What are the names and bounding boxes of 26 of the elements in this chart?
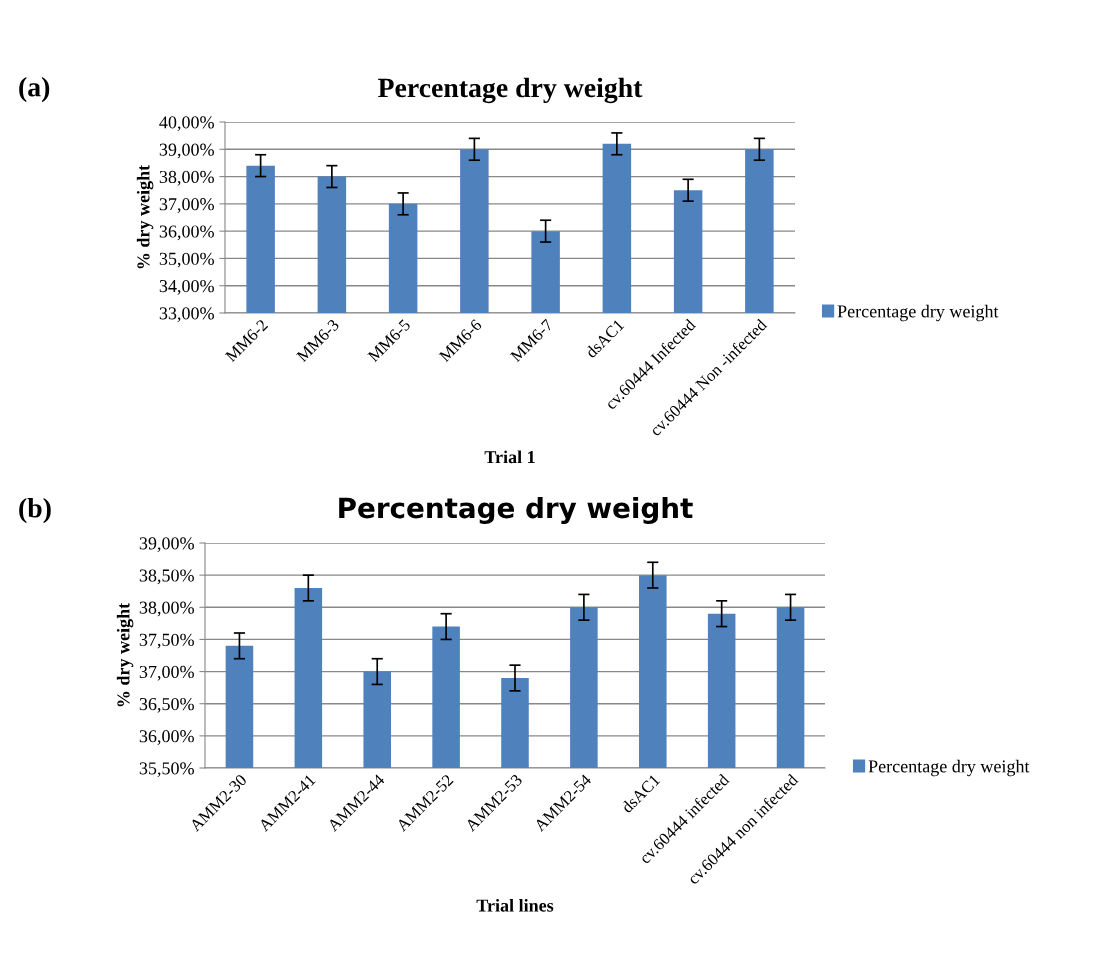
y-tick-label: 36,00% [139, 730, 194, 745]
y-tick-label: 37,00% [159, 198, 214, 213]
legend-label: Percentage dry weight [868, 759, 1030, 777]
y-tick-label: 40,00% [159, 116, 214, 132]
y-tick-label: 37,50% [139, 633, 194, 649]
y-tick-label: 37,00% [139, 665, 194, 681]
legend-label: Percentage dry weight [837, 304, 999, 322]
y-tick-label: 39,00% [159, 143, 214, 159]
y-tick-label: 34,00% [159, 279, 214, 295]
y-tick-label: 38,00% [139, 601, 194, 617]
y-axis-title: % dry weight [116, 602, 134, 707]
y-tick-label: 38,50% [139, 569, 194, 585]
chart-title: Percentage dry weight [339, 496, 693, 524]
text: (b) [19, 498, 51, 524]
y-tick-label: 39,00% [139, 537, 194, 553]
x-axis-title: Trial 1 [484, 450, 535, 464]
text: (a) [19, 77, 50, 103]
y-tick-label: 35,50% [139, 762, 194, 778]
y-tick-label: 35,00% [159, 252, 214, 268]
y-tick-label: 38,00% [159, 170, 214, 186]
y-tick-label: 36,00% [159, 225, 214, 241]
y-tick-label: 36,50% [139, 697, 194, 713]
chart-title: Percentage dry weight [378, 77, 643, 104]
y-axis-title: % dry weight [136, 164, 154, 269]
y-tick-label: 33,00% [159, 307, 214, 323]
x-axis-title: Trial lines [476, 898, 554, 912]
